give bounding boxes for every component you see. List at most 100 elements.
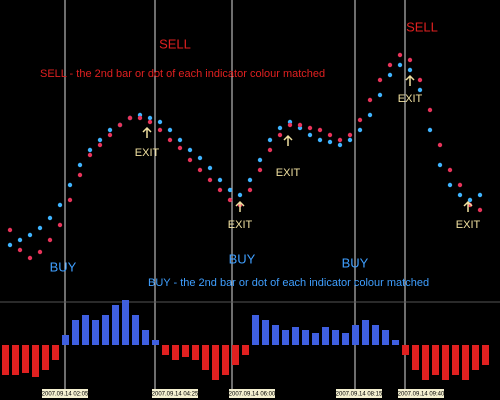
indicator-dot (397, 62, 403, 68)
indicator-dot (267, 137, 273, 143)
exit-label: EXIT (276, 167, 301, 179)
indicator-dot (417, 77, 423, 83)
indicator-dot (337, 142, 343, 148)
indicator-dot (7, 242, 13, 248)
histogram-bar (362, 320, 369, 345)
indicator-dot (207, 165, 213, 171)
indicator-dot (67, 197, 73, 203)
histogram-bar (372, 325, 379, 345)
indicator-dot (197, 167, 203, 173)
arrow (463, 200, 473, 212)
indicator-dot (77, 172, 83, 178)
indicator-dot (377, 92, 383, 98)
indicator-dot (307, 132, 313, 138)
indicator-dot (57, 202, 63, 208)
histogram-bar (192, 345, 199, 360)
time-label: 2007.09.14 06:00 (229, 392, 276, 398)
histogram-bar (412, 345, 419, 370)
indicator-dot (287, 122, 293, 128)
indicator-dot (277, 125, 283, 131)
histogram-bar (12, 345, 19, 375)
buy-label: BUY (229, 251, 256, 266)
indicator-dot (457, 182, 463, 188)
histogram-bar (52, 345, 59, 360)
histogram-bar (172, 345, 179, 360)
sell-note: SELL - the 2nd bar or dot of each indica… (40, 68, 325, 80)
histogram-bar (282, 330, 289, 345)
time-label: 2007.09.14 09:40 (398, 392, 445, 398)
sell-label: SELL (406, 19, 438, 34)
histogram-bar (272, 325, 279, 345)
indicator-dot (337, 137, 343, 143)
histogram-bar (262, 320, 269, 345)
separators (64, 0, 406, 390)
histogram-bar (182, 345, 189, 357)
histogram-bar (312, 333, 319, 345)
histogram-bar (112, 305, 119, 345)
indicator-dot (187, 157, 193, 163)
exit-label: EXIT (398, 93, 423, 105)
histogram-bar (132, 315, 139, 345)
sell-label: SELL (159, 36, 191, 51)
indicator-dot (437, 162, 443, 168)
time-box (336, 389, 382, 398)
histogram-bar (432, 345, 439, 375)
time-box (398, 389, 444, 398)
indicator-dot (87, 152, 93, 158)
indicator-dot (17, 237, 23, 243)
histogram-bar (352, 325, 359, 345)
indicator-dot (357, 117, 363, 123)
indicator-dot (27, 255, 33, 261)
indicator-dot (27, 232, 33, 238)
indicator-dot (177, 145, 183, 151)
indicator-dot (227, 187, 233, 193)
histogram-bar (422, 345, 429, 380)
time-label: 2007.09.14 08:15 (336, 392, 383, 398)
indicator-dot (417, 87, 423, 93)
indicator-dot (467, 197, 473, 203)
histogram-bar (22, 345, 29, 373)
indicator-dot (207, 177, 213, 183)
indicator-dot (217, 177, 223, 183)
histogram-bar (402, 345, 409, 355)
indicator-dot (317, 137, 323, 143)
indicator-dot (37, 225, 43, 231)
histogram-bar (152, 340, 159, 345)
histogram-bar (102, 315, 109, 345)
histogram-bar (442, 345, 449, 380)
time-box (229, 389, 275, 398)
histogram-bar (472, 345, 479, 370)
arrow (283, 134, 293, 146)
indicator-dot (107, 127, 113, 133)
histogram-bar (162, 345, 169, 355)
indicator-dot (307, 125, 313, 131)
histogram-bar (302, 330, 309, 345)
indicator-dot (407, 67, 413, 73)
indicator-dot (97, 142, 103, 148)
histogram-bar (92, 320, 99, 345)
indicator-dot (357, 127, 363, 133)
histogram-bar (332, 330, 339, 345)
exit-label: EXIT (456, 219, 481, 231)
arrow (142, 126, 152, 138)
indicator-dot (107, 132, 113, 138)
indicator-dot (367, 112, 373, 118)
indicator-dot (477, 192, 483, 198)
indicator-dot (157, 119, 163, 125)
indicator-dot (47, 237, 53, 243)
indicator-dot (447, 167, 453, 173)
indicator-dot (197, 155, 203, 161)
histogram-bar (42, 345, 49, 370)
histogram-bar (32, 345, 39, 377)
indicator-dot (117, 122, 123, 128)
indicator-dot (447, 182, 453, 188)
indicator-dot (247, 187, 253, 193)
indicator-dot (347, 137, 353, 143)
histogram-bar (72, 320, 79, 345)
indicator-dot (257, 157, 263, 163)
histogram-bar (382, 330, 389, 345)
indicator-dot (327, 132, 333, 138)
indicator-dot (157, 127, 163, 133)
indicator-dot (47, 215, 53, 221)
